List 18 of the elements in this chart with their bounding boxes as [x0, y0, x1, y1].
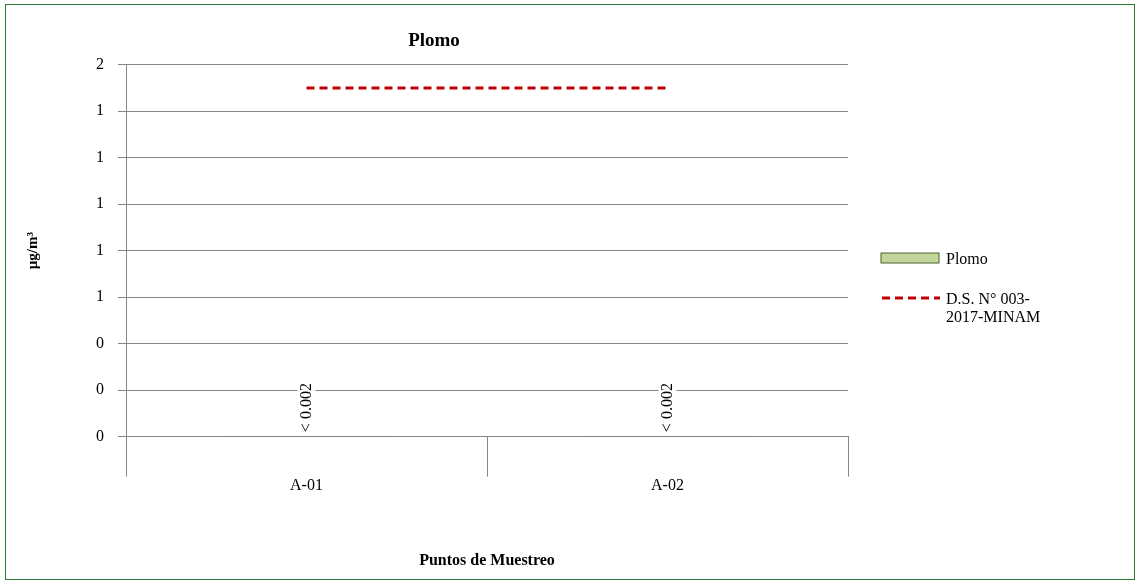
y-tick-label: 0 — [96, 333, 104, 351]
y-tick-label: 1 — [96, 194, 104, 212]
y-tick-label: 1 — [96, 240, 104, 258]
data-label: < 0.002 — [296, 383, 314, 433]
legend-label: D.S. N° 003-2017-MINAM — [946, 290, 1042, 326]
data-label: < 0.002 — [657, 383, 675, 433]
y-tick-label: 2 — [96, 55, 104, 72]
chart-title: Plomo — [408, 29, 460, 51]
y-tick-label: 1 — [96, 101, 104, 119]
y-tick-label: 1 — [96, 147, 104, 165]
y-axis-title: µg/m³ — [23, 231, 40, 270]
x-tick-label: A-01 — [290, 476, 323, 494]
y-tick-label: 0 — [96, 380, 104, 398]
x-tick-label: A-02 — [651, 476, 684, 494]
x-axis-title: Puntos de Muestreo — [419, 550, 555, 568]
y-tick-label: 1 — [96, 287, 104, 305]
y-tick-label: 0 — [96, 426, 104, 444]
legend-label: Plomo — [946, 250, 989, 268]
